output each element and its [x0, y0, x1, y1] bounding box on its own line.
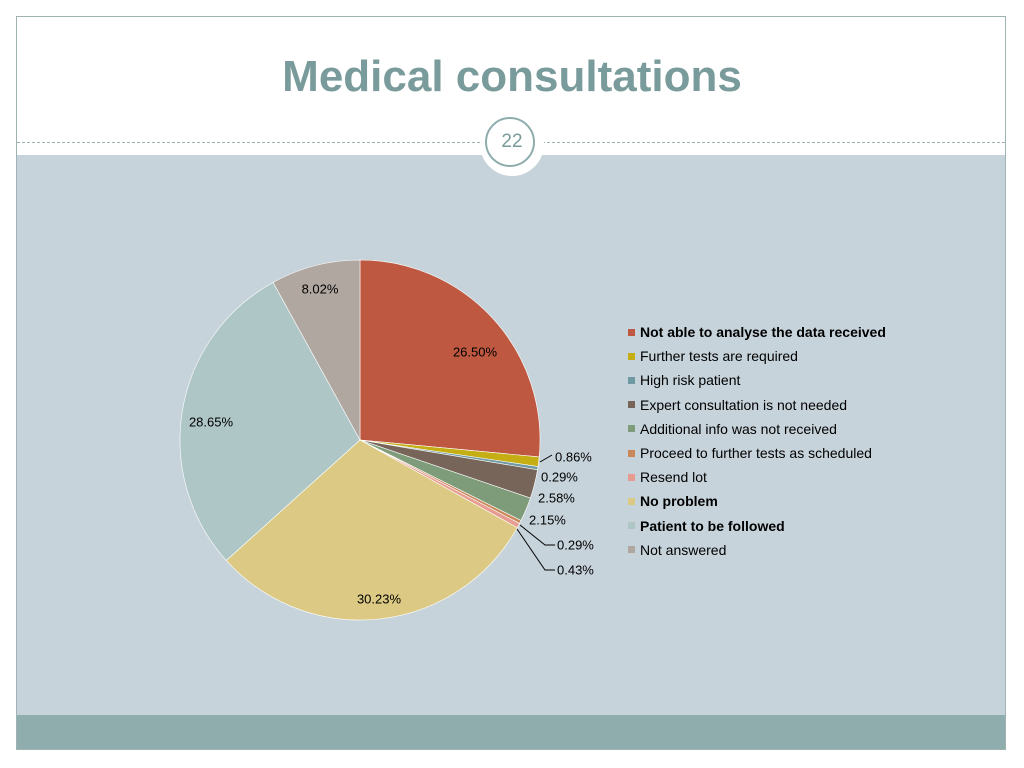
legend-item-10: Not answered	[628, 538, 886, 562]
slice-label-5: 2.15%	[529, 512, 566, 527]
legend-swatch	[628, 449, 635, 457]
slice-label-4: 2.58%	[538, 490, 575, 505]
pie-slice-10	[272, 259, 361, 441]
legend-item-9: Patient to be followed	[628, 514, 886, 538]
legend-label: Proceed to further tests as scheduled	[640, 445, 872, 462]
legend-label: Expert consultation is not needed	[640, 396, 848, 413]
slice-label-10: 8.02%	[302, 281, 339, 296]
legend-swatch	[628, 376, 635, 384]
slice-label-8: 30.23%	[357, 591, 402, 606]
legend-label: Not answered	[640, 541, 727, 558]
pie-slice-1	[359, 259, 541, 458]
pie-slice-9	[179, 281, 361, 561]
legend-swatch	[628, 328, 635, 336]
legend-swatch	[628, 522, 635, 530]
page-number-ring: 22	[485, 117, 535, 167]
legend-item-2: Further tests are required	[628, 344, 886, 368]
legend-swatch	[628, 546, 635, 554]
legend-swatch	[628, 352, 635, 360]
legend-swatch	[628, 473, 635, 481]
chart-legend: Not able to analyse the data received Fur…	[628, 320, 886, 562]
legend-label: High risk patient	[640, 372, 741, 389]
legend-swatch	[628, 401, 635, 409]
legend-item-1: Not able to analyse the data received	[628, 320, 886, 344]
slice-label-9: 28.65%	[189, 414, 234, 429]
pie-slices	[179, 259, 541, 621]
slice-label-3: 0.29%	[541, 469, 578, 484]
legend-item-7: Resend lot	[628, 465, 886, 489]
page-number-badge: 22	[480, 112, 544, 176]
slide-title: Medical consultations	[282, 52, 742, 101]
legend-label: Patient to be followed	[640, 517, 785, 534]
leader-lines	[516, 454, 555, 571]
legend-label: Resend lot	[640, 469, 707, 486]
leader-line-2	[539, 454, 553, 463]
leader-line-7	[516, 528, 555, 571]
slide-frame	[16, 16, 1006, 750]
legend-label: Not able to analyse the data received	[640, 324, 886, 341]
leader-line-6	[519, 524, 555, 546]
pie-slice-8	[225, 439, 518, 621]
page-number: 22	[501, 131, 523, 152]
legend-label: No problem	[640, 493, 718, 510]
slice-label-6: 0.29%	[557, 537, 594, 552]
slice-label-1: 26.50%	[453, 344, 498, 359]
slice-label-2: 0.86%	[555, 449, 592, 464]
legend-label: Further tests are required	[640, 348, 798, 365]
legend-item-6: Proceed to further tests as scheduled	[628, 441, 886, 465]
slide-footer	[17, 715, 1005, 749]
legend-item-4: Expert consultation is not needed	[628, 393, 886, 417]
legend-item-3: High risk patient	[628, 368, 886, 392]
legend-swatch	[628, 497, 635, 505]
legend-item-5: Additional info was not received	[628, 417, 886, 441]
legend-swatch	[628, 425, 635, 433]
legend-item-8: No problem	[628, 489, 886, 513]
slice-label-7: 0.43%	[557, 562, 594, 577]
legend-label: Additional info was not received	[640, 420, 837, 437]
slice-labels: 26.50% 0.86% 0.29% 2.58% 2.15% 0.29% 0.43% 30.2…	[189, 281, 594, 606]
